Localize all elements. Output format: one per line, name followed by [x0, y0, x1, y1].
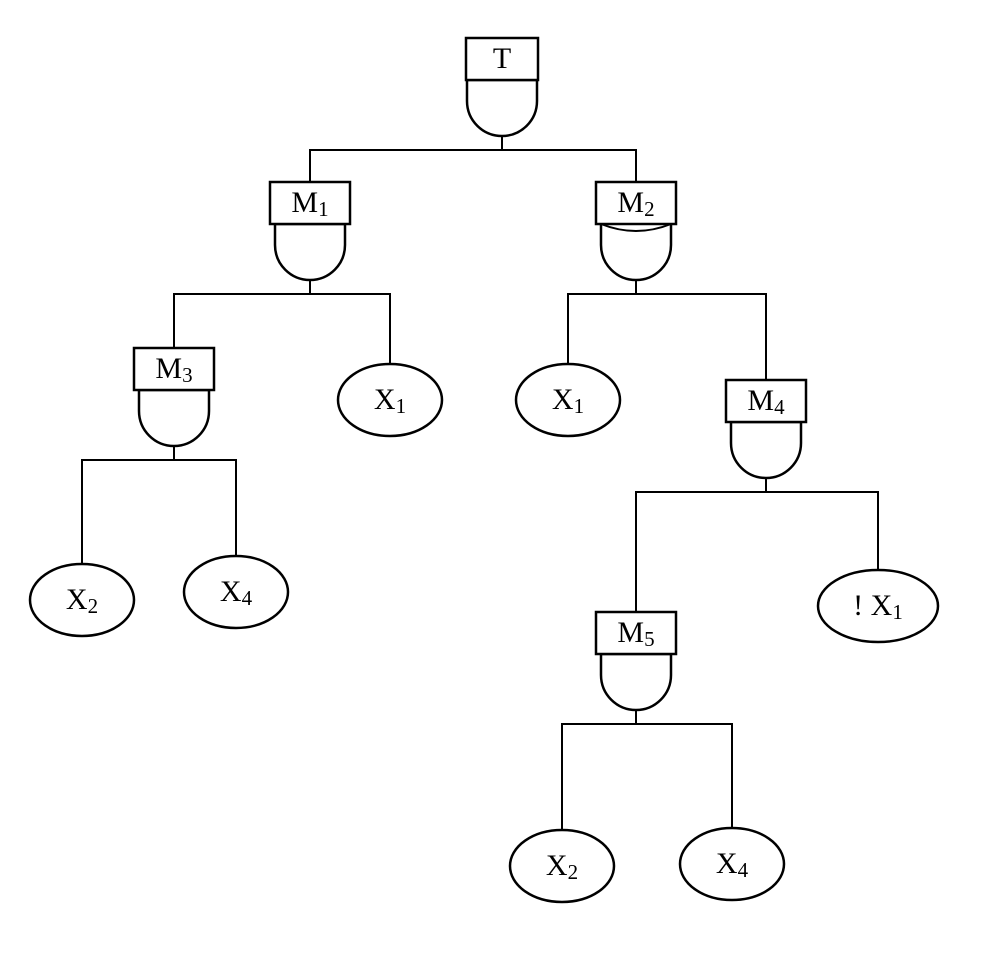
event-label: T [493, 42, 511, 75]
and-gate [467, 80, 537, 136]
edge [562, 710, 636, 830]
edge [502, 136, 636, 182]
edge [568, 280, 636, 364]
or-gate [601, 224, 671, 280]
edge [310, 136, 502, 182]
edge [310, 280, 390, 364]
fault-tree-diagram: TM1M2M3M4M5X1X1X2X4! X1X2X4 [0, 0, 1000, 964]
and-gate [275, 224, 345, 280]
edge [636, 710, 732, 828]
and-gate [731, 422, 801, 478]
edge [766, 478, 878, 570]
edge [636, 478, 766, 612]
edge [174, 280, 310, 348]
and-gate [139, 390, 209, 446]
and-gate [601, 654, 671, 710]
edge [636, 280, 766, 380]
edge [174, 446, 236, 556]
edge [82, 446, 174, 564]
